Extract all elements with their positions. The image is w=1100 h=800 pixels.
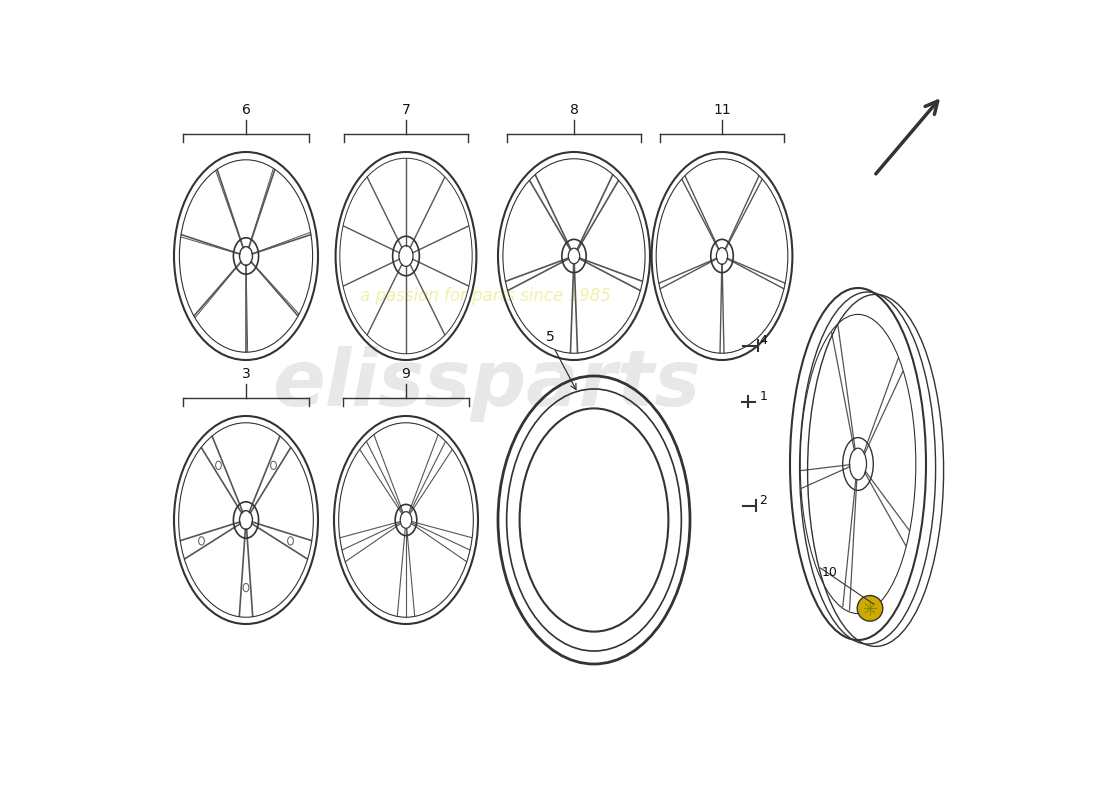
Text: elissparts: elissparts: [272, 346, 701, 422]
Text: 9: 9: [402, 366, 410, 381]
Text: 10: 10: [822, 566, 838, 578]
Text: 1: 1: [760, 390, 768, 402]
Ellipse shape: [857, 595, 883, 621]
Text: 7: 7: [402, 102, 410, 117]
Text: 11: 11: [713, 102, 730, 117]
Text: 2: 2: [760, 494, 768, 506]
Text: 8: 8: [570, 102, 579, 117]
Text: 3: 3: [242, 366, 251, 381]
Text: 6: 6: [242, 102, 251, 117]
Text: 4: 4: [760, 334, 768, 346]
Text: a passion for parts since 1985: a passion for parts since 1985: [361, 287, 612, 305]
Text: 5: 5: [546, 330, 554, 344]
